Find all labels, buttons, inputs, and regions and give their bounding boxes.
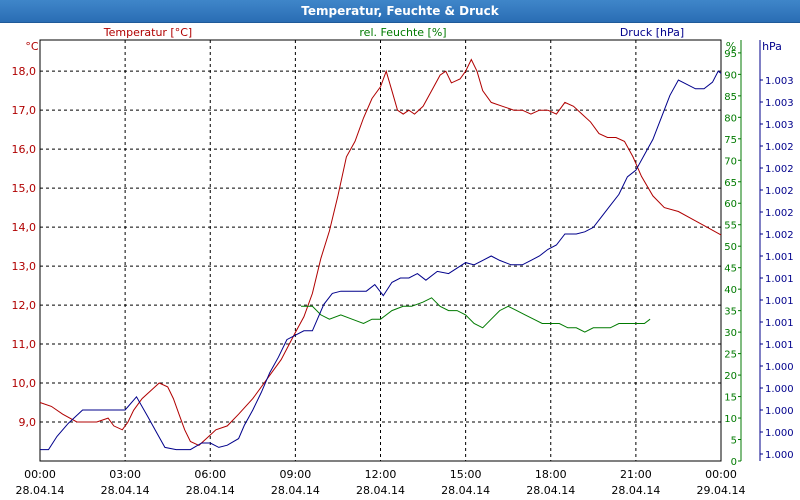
humidity-series-label: rel. Feuchte [%]: [359, 26, 446, 39]
pressure-tick-label: 1.002: [765, 142, 794, 153]
temperature-tick-label: 17,0: [12, 104, 37, 117]
pressure-tick-label: 1.001: [765, 340, 794, 351]
chart-title: Temperatur, Feuchte & Druck: [301, 4, 499, 18]
humidity-tick-label: 0: [731, 457, 737, 468]
pressure-tick-label: 1.002: [765, 186, 794, 197]
humidity-tick-label: 45: [724, 264, 737, 275]
pressure-tick-label: 1.003: [765, 120, 794, 131]
x-tick-date-label: 28.04.14: [101, 484, 150, 497]
x-tick-time-label: 15:00: [450, 468, 482, 481]
temperature-tick-label: 11,0: [12, 338, 37, 351]
humidity-tick-label: 60: [724, 199, 737, 210]
x-tick-time-label: 03:00: [109, 468, 141, 481]
humidity-tick-label: 70: [724, 156, 737, 167]
chart-title-bar: Temperatur, Feuchte & Druck: [0, 0, 800, 23]
pressure-tick-label: 1.000: [765, 428, 794, 439]
x-tick-date-label: 29.04.14: [697, 484, 746, 497]
temperature-tick-label: 18,0: [12, 65, 37, 78]
x-tick-date-label: 28.04.14: [16, 484, 65, 497]
x-tick-date-label: 28.04.14: [441, 484, 490, 497]
x-tick-date-label: 28.04.14: [526, 484, 575, 497]
humidity-tick-label: 40: [724, 285, 737, 296]
pressure-tick-label: 1.001: [765, 296, 794, 307]
humidity-tick-label: 50: [724, 242, 737, 253]
pressure-tick-label: 1.003: [765, 98, 794, 109]
x-tick-date-label: 28.04.14: [271, 484, 320, 497]
pressure-tick-label: 1.000: [765, 362, 794, 373]
pressure-tick-label: 1.001: [765, 252, 794, 263]
x-tick-time-label: 12:00: [365, 468, 397, 481]
x-tick-date-label: 28.04.14: [611, 484, 660, 497]
x-tick-time-label: 09:00: [280, 468, 312, 481]
temperature-tick-label: 12,0: [12, 299, 37, 312]
pressure-tick-label: 1.000: [765, 406, 794, 417]
pressure-tick-label: 1.001: [765, 274, 794, 285]
chart-canvas: Temperatur [°C] rel. Feuchte [%] Druck [hP…: [12, 26, 794, 497]
pressure-tick-label: 1.003: [765, 76, 794, 87]
humidity-tick-label: 75: [724, 135, 737, 146]
humidity-unit-label: %: [726, 40, 736, 53]
humidity-tick-label: 10: [724, 414, 737, 425]
temperature-series-line: [39, 58, 722, 446]
humidity-tick-label: 55: [724, 221, 737, 232]
pressure-series-line: [40, 70, 722, 451]
x-tick-time-label: 06:00: [194, 468, 226, 481]
temperature-tick-label: 14,0: [12, 221, 37, 234]
pressure-tick-label: 1.002: [765, 230, 794, 241]
humidity-tick-label: 15: [724, 393, 737, 404]
humidity-tick-label: 30: [724, 328, 737, 339]
humidity-tick-label: 95: [724, 49, 737, 60]
humidity-tick-label: 25: [724, 350, 737, 361]
temperature-tick-label: 13,0: [12, 260, 37, 273]
temperature-tick-label: 10,0: [12, 377, 37, 390]
humidity-tick-label: 85: [724, 92, 737, 103]
x-tick-time-label: 18:00: [535, 468, 567, 481]
humidity-tick-label: 5: [731, 436, 737, 447]
temperature-tick-label: 9,0: [19, 416, 37, 429]
x-tick-date-label: 28.04.14: [356, 484, 405, 497]
humidity-series-line: [301, 297, 651, 333]
pressure-tick-label: 1.001: [765, 318, 794, 329]
pressure-tick-label: 1.002: [765, 208, 794, 219]
x-tick-time-label: 00:00: [705, 468, 737, 481]
humidity-tick-label: 90: [724, 70, 737, 81]
temperature-tick-label: 16,0: [12, 143, 37, 156]
temperature-series-label: Temperatur [°C]: [103, 26, 192, 39]
x-tick-date-label: 28.04.14: [186, 484, 235, 497]
pressure-series-label: Druck [hPa]: [620, 26, 684, 39]
humidity-tick-label: 80: [724, 113, 737, 124]
humidity-tick-label: 35: [724, 307, 737, 318]
pressure-tick-label: 1.000: [765, 450, 794, 461]
humidity-tick-label: 65: [724, 178, 737, 189]
pressure-tick-label: 1.002: [765, 164, 794, 175]
x-tick-time-label: 21:00: [620, 468, 652, 481]
temperature-tick-label: 15,0: [12, 182, 37, 195]
pressure-tick-label: 1.000: [765, 384, 794, 395]
temperature-unit-label: °C: [25, 40, 39, 53]
humidity-tick-label: 20: [724, 371, 737, 382]
pressure-unit-label: hPa: [762, 40, 782, 53]
x-tick-time-label: 00:00: [24, 468, 56, 481]
